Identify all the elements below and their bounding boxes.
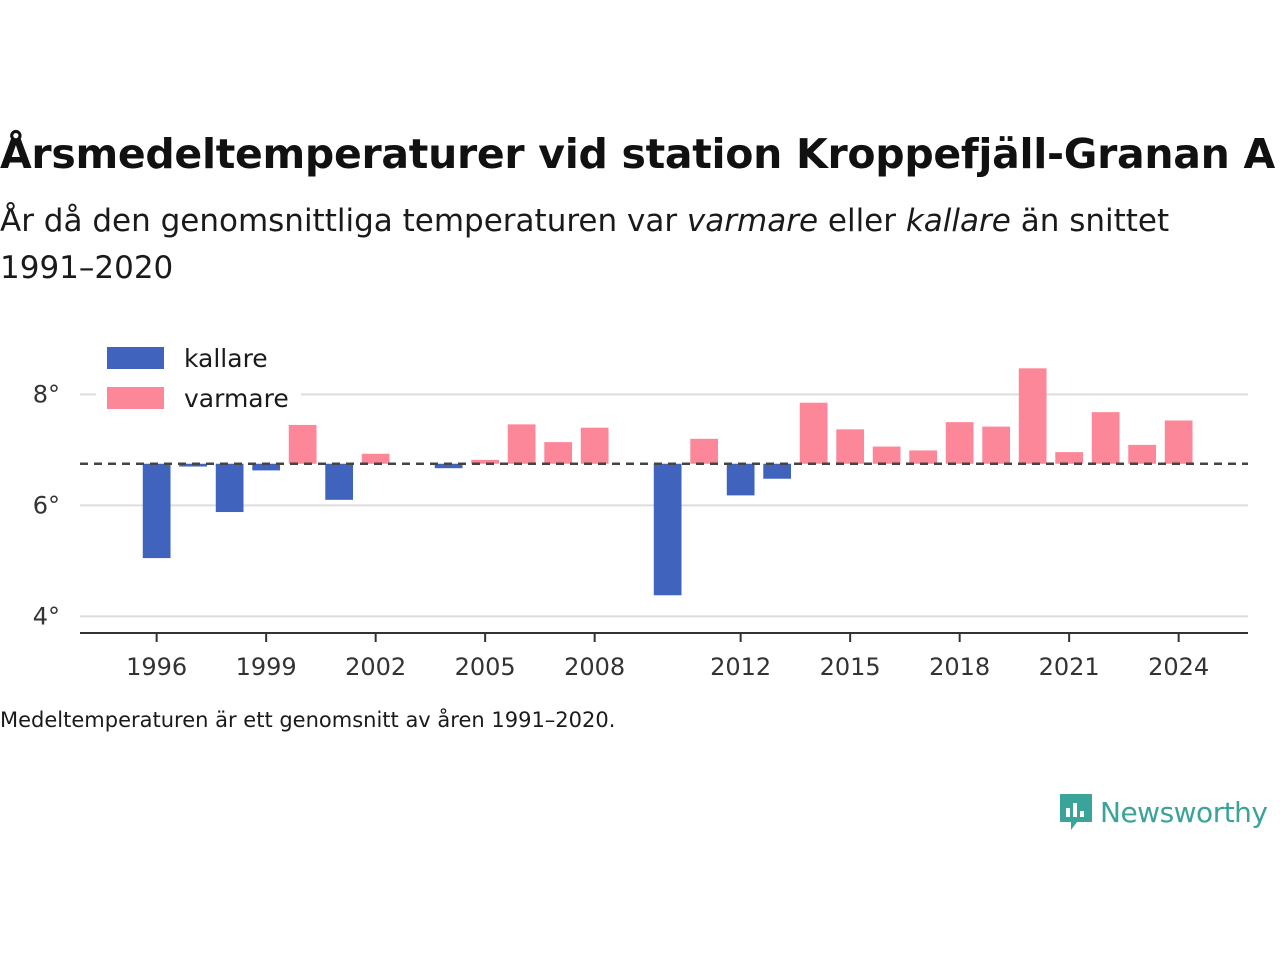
bar-2018 xyxy=(945,422,974,464)
bar-2006 xyxy=(507,424,536,464)
x-tick-label-1999: 1999 xyxy=(236,653,297,681)
bar-2007 xyxy=(544,442,573,464)
bar-2019 xyxy=(982,426,1011,464)
x-tick-label-2021: 2021 xyxy=(1039,653,1100,681)
x-tick-label-2018: 2018 xyxy=(929,653,990,681)
legend-swatch-varmare xyxy=(107,387,164,409)
bar-layer xyxy=(142,368,1193,596)
bar-1996 xyxy=(142,463,171,559)
subtitle-part1: År då den genomsnittliga temperaturen va… xyxy=(0,203,687,239)
x-tick-label-2002: 2002 xyxy=(345,653,406,681)
bar-2002 xyxy=(361,453,390,464)
bar-2010 xyxy=(653,463,682,596)
newsworthy-logo: Newsworthy xyxy=(1058,790,1268,834)
legend-swatch-kallare xyxy=(107,347,164,369)
bar-2014 xyxy=(799,402,828,464)
bar-2024 xyxy=(1164,420,1193,464)
temperature-bar-chart: 4° 6° 8° 1996 1999 2002 2005 2008 2012 2015 2018 2… xyxy=(33,334,1248,681)
logo-text: Newsworthy xyxy=(1100,795,1268,829)
bar-2023 xyxy=(1128,444,1157,464)
bar-2005 xyxy=(471,459,500,464)
bar-2000 xyxy=(288,424,317,464)
bar-2008 xyxy=(580,427,609,464)
y-tick-label-6: 6° xyxy=(33,491,60,519)
y-tick-label-8: 8° xyxy=(33,380,60,408)
subtitle-cold-word: kallare xyxy=(905,203,1011,239)
x-tick-layer: 1996 1999 2002 2005 2008 2012 2015 2018 2021 2024 xyxy=(126,633,1209,681)
subtitle-part3: än snittet 1991–2020 xyxy=(0,203,1170,286)
y-tick-labels: 4° 6° 8° xyxy=(33,380,60,630)
footnote: Medeltemperaturen är ett genomsnitt av å… xyxy=(0,708,616,732)
bar-2021 xyxy=(1055,452,1084,464)
subtitle-warm-word: varmare xyxy=(686,203,819,239)
legend-label-kallare: kallare xyxy=(184,344,268,373)
x-tick-label-2005: 2005 xyxy=(455,653,516,681)
bar-2017 xyxy=(909,450,938,464)
bar-2012 xyxy=(726,463,755,496)
legend: kallare varmare xyxy=(96,334,301,414)
x-tick-label-2015: 2015 xyxy=(820,653,881,681)
subtitle-part2: eller xyxy=(818,203,906,239)
y-tick-label-4: 4° xyxy=(33,602,60,630)
bar-chart-speech-bubble-icon xyxy=(1060,794,1092,830)
bar-2015 xyxy=(836,429,865,464)
chart-subtitle: År då den genomsnittliga temperaturen va… xyxy=(0,198,1200,292)
bar-2022 xyxy=(1091,412,1120,464)
bar-2011 xyxy=(690,438,719,464)
bar-2001 xyxy=(325,463,354,500)
bar-2004 xyxy=(434,463,463,469)
x-tick-label-1996: 1996 xyxy=(126,653,187,681)
bar-1999 xyxy=(252,463,281,471)
x-tick-label-2012: 2012 xyxy=(710,653,771,681)
bar-1997 xyxy=(179,463,208,467)
legend-label-varmare: varmare xyxy=(184,384,289,413)
chart-title: Årsmedeltemperaturer vid station Kroppef… xyxy=(0,130,1275,178)
bar-2016 xyxy=(872,446,901,464)
x-tick-label-2008: 2008 xyxy=(564,653,625,681)
bar-2013 xyxy=(763,463,792,479)
bar-2020 xyxy=(1018,368,1047,464)
bar-1998 xyxy=(215,463,244,513)
x-tick-label-2024: 2024 xyxy=(1148,653,1209,681)
